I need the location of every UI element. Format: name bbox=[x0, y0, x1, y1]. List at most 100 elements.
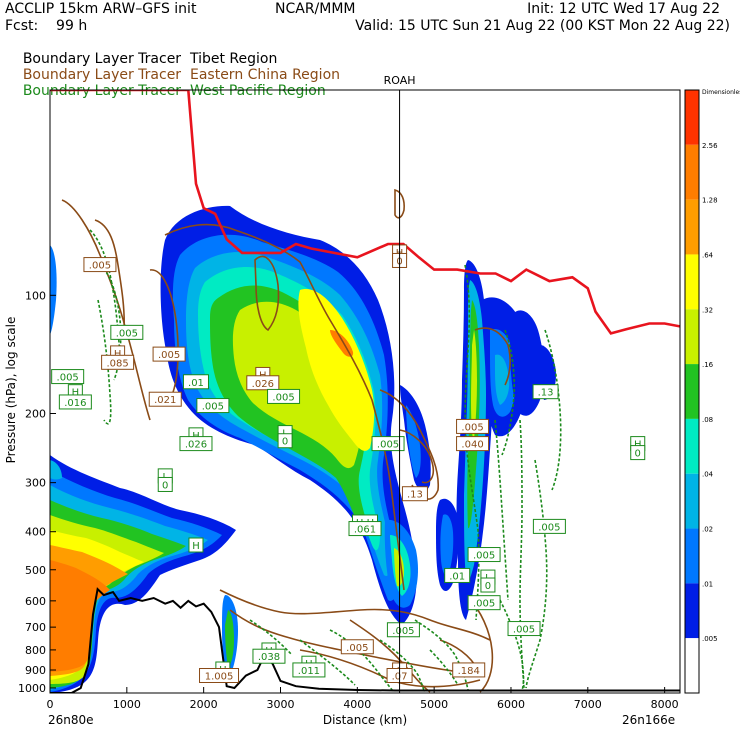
y-tick-label: 900 bbox=[25, 664, 46, 677]
contour-value-label: .005 bbox=[110, 324, 144, 340]
x-axis: 0 1000 2000 3000 4000 5000 6000 7000 8000 bbox=[47, 687, 679, 711]
svg-text:.005: .005 bbox=[116, 328, 138, 339]
colorbar-label: .08 bbox=[702, 416, 713, 424]
model-title: ACCLIP 15km ARW–GFS init bbox=[5, 1, 197, 17]
y-tick-label: 100 bbox=[25, 289, 46, 302]
svg-text:.01: .01 bbox=[449, 571, 465, 582]
svg-text:1.005: 1.005 bbox=[205, 671, 234, 682]
contour-value-label: .184 bbox=[452, 662, 486, 678]
y-tick-label: 800 bbox=[25, 644, 46, 657]
contour-value-label: .005 bbox=[532, 518, 566, 534]
y-tick-label: 600 bbox=[25, 595, 46, 608]
svg-text:.005: .005 bbox=[158, 350, 180, 361]
contour-value-label: .01 bbox=[182, 374, 209, 390]
svg-text:.005: .005 bbox=[538, 522, 560, 533]
contour-value-label: .01 bbox=[444, 567, 471, 583]
x-axis-title: Distance (km) bbox=[323, 713, 407, 727]
svg-text:.005: .005 bbox=[272, 392, 294, 403]
svg-text:H: H bbox=[72, 388, 80, 399]
contour-value-label: 1.005 bbox=[199, 667, 240, 683]
contour-value-label: .016 bbox=[58, 394, 92, 410]
colorbar-swatch bbox=[685, 309, 699, 365]
eastern-china-contours bbox=[61, 188, 511, 693]
colorbar-swatch bbox=[685, 199, 699, 255]
svg-text:.005: .005 bbox=[513, 625, 535, 636]
svg-text:.005: .005 bbox=[57, 373, 79, 384]
colorbar: Dimensionless 2.56 1.28 .64 .32 .16 .08 .04 .02.… bbox=[684, 89, 740, 694]
svg-text:.005: .005 bbox=[461, 422, 483, 433]
contour-value-label: .005 bbox=[83, 257, 117, 273]
x-tick-label: 2000 bbox=[190, 698, 218, 711]
colorbar-label: .04 bbox=[702, 471, 714, 479]
svg-text:.005: .005 bbox=[89, 261, 111, 272]
contour-value-label: .005 bbox=[456, 418, 490, 434]
colorbar-label: .01 bbox=[702, 580, 713, 588]
tropopause-line bbox=[50, 90, 680, 335]
colorbar-swatch bbox=[685, 418, 699, 474]
svg-text:H: H bbox=[192, 541, 200, 552]
contour-value-label: .021 bbox=[148, 391, 182, 407]
colorbar-swatch bbox=[685, 144, 699, 200]
contour-value-label: .005 bbox=[267, 388, 301, 404]
west-pacific-contours bbox=[89, 229, 562, 693]
colorbar-label: 2.56 bbox=[702, 142, 718, 150]
header: ACCLIP 15km ARW–GFS init Fcst: 99 h NCAR… bbox=[0, 0, 740, 99]
colorbar-label: .16 bbox=[702, 361, 714, 369]
colorbar-title: Dimensionless bbox=[702, 89, 740, 96]
terrain-surface-line bbox=[50, 587, 680, 693]
tracer-legend-eastern-china: Boundary Layer Tracer Eastern China Regi… bbox=[5, 51, 340, 99]
right-corner-label: 26n166e bbox=[622, 713, 675, 727]
svg-text:.01: .01 bbox=[188, 378, 204, 389]
colorbar-label: .32 bbox=[702, 306, 713, 314]
colorbar-label: .64 bbox=[702, 251, 714, 259]
tracer-legend-tibet: Boundary Layer Tracer Tibet Region bbox=[5, 35, 278, 83]
svg-text:.13: .13 bbox=[538, 388, 554, 399]
contour-value-label: .13 bbox=[401, 486, 428, 502]
y-tick-label: 200 bbox=[25, 408, 46, 421]
svg-text:.026: .026 bbox=[185, 440, 207, 451]
svg-text:.038: .038 bbox=[258, 652, 280, 663]
y-tick-label: 500 bbox=[25, 564, 46, 577]
x-tick-label: 4000 bbox=[343, 698, 371, 711]
tracer-region: West Pacific Region bbox=[189, 83, 326, 99]
colorbar-swatch bbox=[685, 638, 699, 693]
svg-text:0: 0 bbox=[162, 480, 168, 491]
contour-value-label: .026 bbox=[179, 436, 213, 452]
colorbar-swatch bbox=[685, 473, 699, 529]
y-axis-title: Pressure (hPa), log scale bbox=[4, 317, 18, 464]
contour-value-label: .005 bbox=[467, 595, 501, 611]
contour-value-label: H bbox=[188, 537, 204, 553]
svg-text:.011: .011 bbox=[298, 666, 320, 677]
contour-value-label: .005 bbox=[371, 436, 405, 452]
contour-value-label: .085 bbox=[101, 354, 135, 370]
svg-text:.016: .016 bbox=[64, 398, 86, 409]
colorbar-swatch bbox=[685, 583, 699, 639]
svg-text:.13: .13 bbox=[407, 490, 423, 501]
svg-text:.005: .005 bbox=[377, 440, 399, 451]
svg-text:0: 0 bbox=[635, 449, 641, 460]
contour-value-label: .005 bbox=[386, 622, 420, 638]
x-tick-label: 8000 bbox=[651, 698, 679, 711]
station-label: ROAH bbox=[384, 74, 416, 87]
contour-value-labels: .005.005H.085.005H.016.005.021.01.005H.0… bbox=[51, 244, 646, 683]
left-corner-label: 26n80e bbox=[48, 713, 94, 727]
svg-text:.026: .026 bbox=[252, 379, 274, 390]
x-tick-label: 1000 bbox=[113, 698, 141, 711]
colorbar-swatch bbox=[685, 90, 699, 145]
svg-text:0: 0 bbox=[282, 437, 288, 448]
tracer-fill-field bbox=[50, 205, 556, 693]
contour-value-label: .13 bbox=[532, 384, 559, 400]
svg-text:.085: .085 bbox=[106, 358, 128, 369]
contour-value-label: .005 bbox=[340, 639, 374, 655]
contour-value-label: .011 bbox=[292, 662, 326, 678]
y-tick-label: 300 bbox=[25, 477, 46, 490]
contour-value-label: 0 bbox=[480, 577, 496, 593]
svg-text:.005: .005 bbox=[392, 626, 414, 637]
svg-text:.005: .005 bbox=[202, 402, 224, 413]
contour-value-label: .005 bbox=[196, 398, 230, 414]
colorbar-label: .02 bbox=[702, 526, 713, 534]
svg-text:0: 0 bbox=[485, 581, 491, 592]
x-tick-label: 7000 bbox=[574, 698, 602, 711]
tracer-label: Boundary Layer Tracer bbox=[22, 67, 182, 83]
